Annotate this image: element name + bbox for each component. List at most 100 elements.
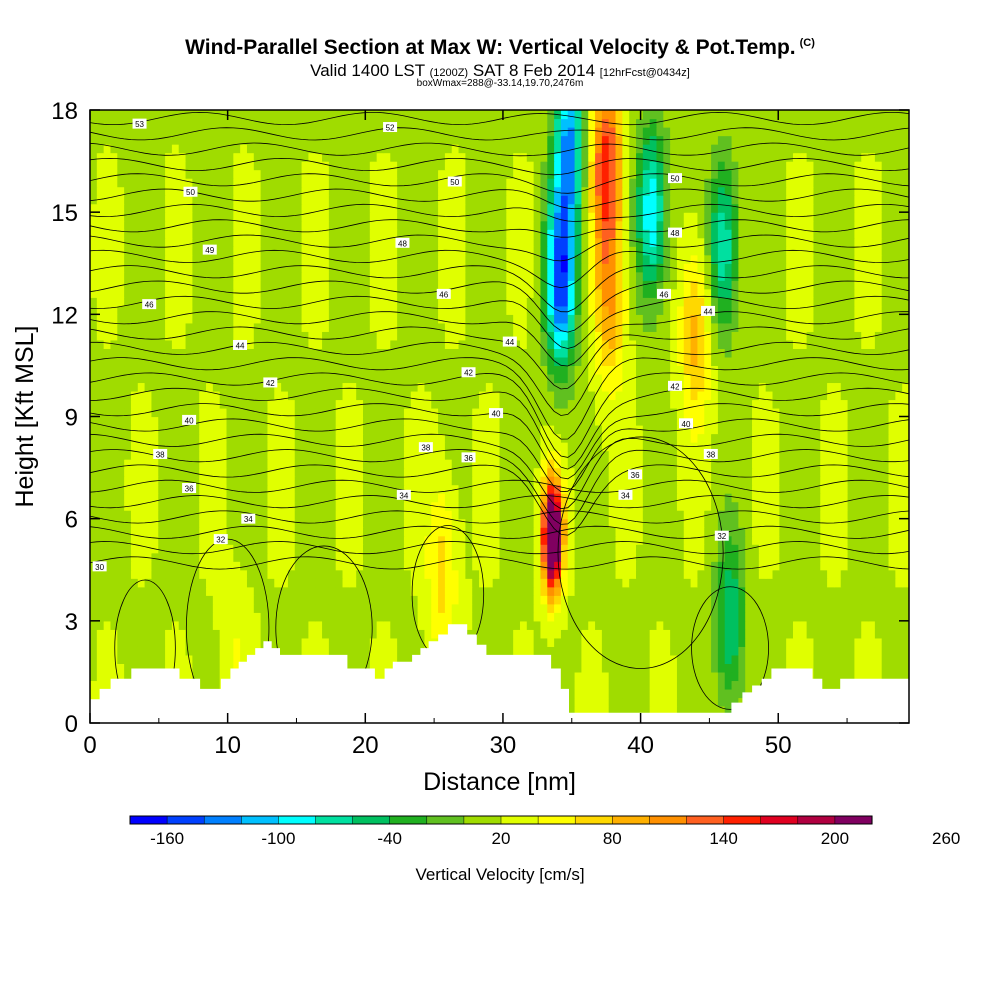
w-cell: [711, 373, 719, 384]
w-cell: [868, 373, 876, 384]
w-cell: [881, 390, 890, 401]
w-cell: [888, 552, 896, 562]
w-cell: [731, 697, 739, 707]
w-cell: [383, 373, 391, 384]
w-cell: [601, 484, 610, 494]
w-cell: [335, 595, 344, 605]
w-cell: [752, 450, 760, 460]
w-cell: [779, 493, 787, 503]
w-cell: [663, 620, 671, 630]
w-cell: [792, 552, 801, 562]
w-cell: [513, 399, 521, 409]
w-cell: [792, 561, 801, 571]
w-cell: [547, 510, 555, 520]
w-cell: [151, 552, 159, 562]
w-cell: [253, 467, 262, 477]
w-cell: [458, 442, 466, 452]
w-cell: [124, 595, 132, 605]
w-cell: [567, 629, 576, 639]
w-cell: [636, 646, 644, 656]
w-cell: [376, 663, 385, 673]
w-cell: [96, 646, 105, 656]
w-cell: [144, 603, 153, 613]
w-cell: [697, 654, 705, 664]
w-cell: [656, 603, 664, 613]
w-cell: [124, 544, 132, 554]
w-cell: [233, 586, 241, 596]
w-cell: [315, 595, 323, 605]
w-cell: [472, 476, 480, 486]
w-cell: [301, 569, 309, 579]
w-cell: [588, 527, 596, 537]
w-cell: [738, 561, 746, 571]
w-cell: [533, 433, 542, 443]
w-cell: [267, 603, 275, 613]
w-cell: [438, 569, 446, 579]
w-cell: [622, 373, 630, 384]
w-cell: [110, 518, 118, 528]
w-cell: [342, 646, 350, 656]
w-cell: [267, 561, 275, 571]
w-cell: [301, 544, 309, 554]
w-cell: [274, 569, 282, 579]
w-cell: [479, 442, 487, 452]
w-cell: [212, 646, 221, 656]
w-cell: [103, 569, 112, 579]
w-cell: [765, 433, 774, 443]
w-cell: [144, 416, 153, 426]
w-cell: [151, 390, 159, 401]
w-cell: [704, 620, 712, 630]
w-cell: [765, 544, 774, 554]
w-cell: [595, 501, 603, 511]
w-cell: [178, 595, 187, 605]
w-cell: [752, 612, 760, 622]
w-cell: [151, 527, 159, 537]
w-cell: [328, 484, 337, 494]
w-cell: [595, 705, 603, 716]
w-cell: [328, 569, 337, 579]
w-cell: [506, 467, 514, 477]
w-cell: [390, 518, 398, 528]
w-cell: [253, 552, 262, 562]
w-cell: [513, 442, 521, 452]
w-cell: [649, 680, 658, 690]
w-cell: [499, 510, 507, 520]
w-cell: [895, 535, 903, 545]
w-cell: [342, 390, 350, 401]
w-cell: [772, 382, 780, 392]
w-cell: [840, 416, 849, 426]
w-cell: [417, 629, 426, 639]
w-cell: [349, 442, 357, 452]
w-cell: [799, 544, 808, 554]
w-cell: [642, 535, 651, 545]
w-cell: [240, 552, 248, 562]
w-cell: [833, 416, 842, 426]
w-cell: [519, 646, 528, 656]
w-cell: [438, 407, 446, 418]
w-cell: [472, 603, 480, 613]
w-cell: [158, 603, 166, 613]
w-cell: [526, 535, 535, 545]
w-cell: [431, 416, 439, 426]
w-cell: [711, 442, 719, 452]
w-cell: [226, 476, 234, 486]
w-cell: [861, 373, 869, 384]
w-cell: [779, 629, 787, 639]
w-cell: [820, 612, 828, 622]
w-cell: [581, 425, 589, 435]
w-cell: [697, 501, 705, 511]
w-cell: [130, 467, 139, 477]
w-cell: [117, 476, 125, 486]
w-cell: [349, 493, 357, 503]
w-cell: [192, 544, 200, 554]
w-cell: [683, 663, 692, 673]
w-cell: [349, 527, 357, 537]
w-cell: [595, 586, 603, 596]
w-cell: [574, 433, 582, 443]
w-cell: [499, 442, 507, 452]
w-cell: [642, 603, 651, 613]
w-cell: [683, 501, 692, 511]
w-cell: [206, 535, 214, 545]
w-cell: [888, 620, 896, 630]
w-cell: [472, 586, 480, 596]
